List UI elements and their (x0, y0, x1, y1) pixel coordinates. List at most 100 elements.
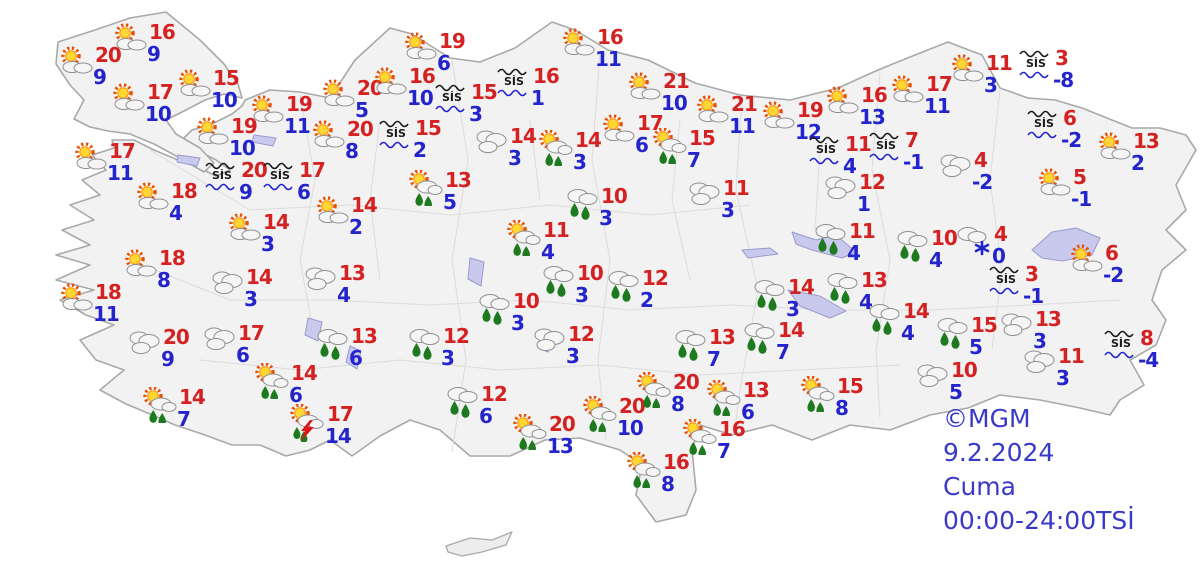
cloud-icon (914, 360, 950, 394)
min-temp: 6 (479, 404, 493, 428)
min-temp: 4 (169, 201, 183, 225)
snow-icon (955, 224, 993, 260)
station-temps: 14 4 (901, 301, 930, 343)
weather-station: SİS 3 -8 (1018, 48, 1074, 92)
max-temp: 13 (743, 378, 770, 402)
station-temps: 17 6 (635, 113, 664, 155)
rain-icon (540, 263, 576, 301)
fog-icon: SİS (1103, 328, 1139, 364)
sun-cloud-icon (1068, 243, 1104, 277)
cloud-icon (209, 267, 245, 301)
station-temps: 16 8 (661, 450, 690, 494)
station-temps: 6 -2 (1103, 243, 1124, 285)
min-temp: 7 (776, 340, 790, 364)
rain-icon (741, 320, 777, 358)
max-temp: 16 (663, 450, 690, 474)
min-temp: -1 (1023, 284, 1044, 308)
max-temp: 15 (971, 313, 998, 337)
weather-station: 13 4 (302, 263, 366, 305)
min-temp: -8 (1053, 68, 1074, 92)
max-temp: 14 (788, 275, 815, 299)
weather-station: 5 -1 (1036, 167, 1092, 211)
max-temp: 20 (357, 76, 384, 100)
max-temp: 17 (327, 402, 354, 426)
max-temp: 11 (543, 218, 570, 242)
sun-rain-icon (142, 386, 178, 427)
station-temps: 11 4 (843, 132, 872, 176)
min-temp: 6 (236, 343, 250, 367)
rain-icon (751, 277, 787, 315)
weather-station: 14 3 (209, 267, 273, 311)
sun-cloud-icon (824, 85, 860, 119)
sun-cloud-icon (122, 248, 158, 282)
station-temps: 12 6 (479, 384, 508, 428)
max-temp: 10 (513, 289, 540, 313)
station-temps: 13 3 (1033, 307, 1062, 351)
max-temp: 8 (1140, 326, 1154, 350)
min-temp: 3 (469, 102, 483, 126)
weather-station: 16 9 (112, 22, 176, 64)
cloud-icon (822, 172, 858, 206)
weather-station: 17 10 (110, 80, 174, 124)
max-temp: 15 (471, 80, 498, 104)
sun-cloud-icon (760, 100, 796, 134)
sun-cloud-icon (58, 282, 94, 316)
min-temp: 3 (566, 344, 580, 368)
sun-cloud-icon (72, 141, 108, 175)
station-temps: 10 3 (599, 186, 628, 228)
sun-cloud-icon (176, 68, 212, 102)
weather-station: 12 3 (531, 324, 595, 368)
svg-text:SİS: SİS (386, 126, 406, 140)
max-temp: 17 (147, 80, 174, 104)
weather-station: 20 9 (126, 327, 190, 369)
station-temps: 14 3 (244, 267, 273, 311)
station-temps: 14 6 (289, 363, 318, 405)
min-temp: 5 (969, 335, 983, 359)
max-temp: 10 (931, 226, 958, 250)
max-temp: 14 (575, 128, 602, 152)
max-temp: 19 (231, 114, 258, 138)
max-temp: 16 (719, 417, 746, 441)
fog-icon: SİS (1018, 48, 1054, 84)
weather-station: 15 8 (800, 375, 864, 418)
weather-station: SİS 7 -1 (868, 130, 924, 172)
station-temps: 13 6 (349, 326, 378, 368)
max-temp: 20 (347, 117, 374, 141)
min-temp: 3 (244, 287, 258, 311)
weather-station: 13 6 (706, 378, 770, 422)
cyprus-island (445, 531, 513, 557)
min-temp: 3 (261, 232, 275, 256)
station-temps: 11 3 (721, 178, 750, 220)
sun-cloud-icon (194, 116, 230, 150)
min-temp: 11 (595, 47, 622, 71)
max-temp: 17 (109, 139, 136, 163)
weather-station: 10 3 (540, 263, 604, 307)
weather-station: 17 6 (201, 321, 265, 367)
max-temp: 11 (986, 51, 1013, 75)
max-temp: 11 (845, 132, 872, 156)
min-temp: 10 (661, 91, 688, 115)
min-temp: 11 (107, 161, 134, 185)
weather-station: 14 3 (473, 126, 537, 168)
weather-station: 17 11 (72, 139, 136, 185)
max-temp: 13 (1035, 307, 1062, 331)
station-temps: 15 7 (687, 128, 716, 170)
station-temps: 17 11 (107, 139, 136, 185)
max-temp: 17 (238, 321, 265, 345)
min-temp: 3 (575, 283, 589, 307)
station-temps: 17 14 (325, 402, 354, 446)
cloud-icon (937, 150, 973, 184)
weather-station: 13 3 (998, 307, 1062, 351)
weather-station: 14 7 (741, 320, 805, 364)
svg-text:SİS: SİS (212, 168, 232, 182)
station-temps: 20 9 (239, 160, 268, 202)
min-temp: -1 (1071, 187, 1092, 211)
weather-station: 17 14 (288, 402, 354, 446)
svg-text:SİS: SİS (442, 90, 462, 104)
weather-station: 14 7 (142, 386, 206, 429)
sun-cloud-icon (600, 113, 636, 147)
station-temps: 11 3 (984, 51, 1013, 95)
svg-text:SİS: SİS (270, 168, 290, 182)
station-temps: 14 2 (349, 195, 378, 237)
